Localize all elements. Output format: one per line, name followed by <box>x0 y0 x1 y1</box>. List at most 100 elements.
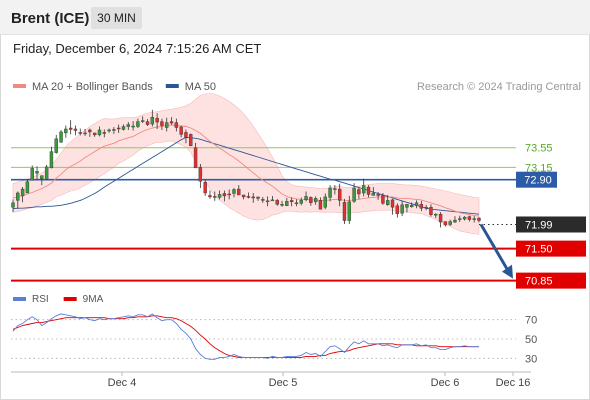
candle-body-67 <box>333 188 337 190</box>
candle-body-91 <box>448 221 452 225</box>
x-tick-label-1: Dec 5 <box>269 377 298 389</box>
candle-body-45 <box>227 193 231 196</box>
candle-body-92 <box>453 219 457 223</box>
candle-body-93 <box>458 218 462 220</box>
candle-body-80 <box>395 205 400 214</box>
candle-body-69 <box>342 202 347 221</box>
candle-body-60 <box>299 200 303 204</box>
candle-body-27 <box>141 120 145 122</box>
candle-body-49 <box>246 196 251 198</box>
candle-body-26 <box>136 121 140 127</box>
rsi-tick-30: 30 <box>525 353 537 365</box>
candle-body-96 <box>472 218 476 220</box>
candle-body-41 <box>208 195 212 198</box>
candle-body-35 <box>179 126 183 135</box>
candle-body-82 <box>405 204 409 208</box>
candle-body-11 <box>64 128 68 134</box>
candle-body-47 <box>237 188 241 196</box>
level-tag-71.50 <box>516 240 586 257</box>
candle-body-7 <box>44 166 49 180</box>
candle-body-38 <box>193 147 198 169</box>
x-tick-label-2: Dec 6 <box>431 377 460 389</box>
rsi-legend-swatch-1 <box>63 297 77 301</box>
candle-body-62 <box>309 197 313 204</box>
candle-body-53 <box>265 200 270 203</box>
candle-body-2 <box>20 188 25 197</box>
candle-body-79 <box>390 199 395 208</box>
candle-body-65 <box>323 196 327 208</box>
candle-body-68 <box>337 188 342 201</box>
candle-body-83 <box>410 205 414 207</box>
candle-body-15 <box>83 132 87 135</box>
candle-body-90 <box>443 221 448 226</box>
rsi-legend-label-1: 9MA <box>83 294 104 305</box>
candle-body-74 <box>366 186 371 195</box>
candle-body-42 <box>213 196 217 198</box>
candle-body-78 <box>386 200 390 206</box>
candle-body-76 <box>376 194 380 196</box>
candle-body-73 <box>362 185 366 194</box>
candle-body-87 <box>429 207 433 215</box>
candle-body-72 <box>357 189 361 195</box>
candle-body-55 <box>275 200 279 205</box>
candle-body-37 <box>189 134 193 146</box>
candle-body-44 <box>222 193 227 197</box>
candle-body-70 <box>347 201 351 221</box>
candle-body-28 <box>145 121 150 125</box>
candle-body-52 <box>261 199 265 201</box>
candle-body-77 <box>381 195 385 204</box>
bollinger-band <box>12 93 480 235</box>
legend-label-0: MA 20 + Bollinger Bands <box>32 81 153 93</box>
candle-body-97 <box>477 217 481 221</box>
candle-body-48 <box>241 194 246 198</box>
candle-body-66 <box>328 187 332 198</box>
candle-body-29 <box>150 116 155 125</box>
legend-label-1: MA 50 <box>185 81 216 93</box>
candle-body-23 <box>121 126 126 130</box>
candle-body-13 <box>73 128 78 131</box>
candle-body-30 <box>155 117 159 123</box>
candle-body-8 <box>49 151 54 169</box>
candle-body-63 <box>313 198 318 203</box>
candle-body-5 <box>35 171 39 174</box>
level-tag-72.90 <box>516 171 557 188</box>
level-label-71.99: 71.99 <box>525 219 553 231</box>
legend-swatch-1 <box>165 84 179 88</box>
candle-body-75 <box>371 192 376 196</box>
candle-body-59 <box>294 202 299 205</box>
level-label-72.90: 72.90 <box>524 175 552 187</box>
candle-body-54 <box>270 199 275 202</box>
candle-body-88 <box>434 213 438 216</box>
candle-body-89 <box>438 213 443 223</box>
candle-body-14 <box>78 132 82 134</box>
candle-body-24 <box>126 124 130 127</box>
candle-body-64 <box>318 200 323 210</box>
timeframe-button[interactable]: 30 MIN <box>91 7 142 29</box>
x-tick-label-3: Dec 16 <box>496 377 531 389</box>
level-tag-71.99 <box>516 216 586 233</box>
candle-body-40 <box>203 181 207 194</box>
datetime-label: Friday, December 6, 2024 7:15:26 AM CET <box>13 41 262 56</box>
rsi-tick-70: 70 <box>525 315 537 327</box>
candle-body-12 <box>68 127 73 130</box>
candle-body-4 <box>30 168 34 181</box>
level-tag-70.85 <box>516 272 586 289</box>
legend-swatch-0 <box>13 84 26 88</box>
level-label-71.50: 71.50 <box>525 244 553 256</box>
level-label-73.55: 73.55 <box>525 143 553 155</box>
candle-body-57 <box>285 201 289 206</box>
candle-body-84 <box>414 202 419 206</box>
ma20-line <box>12 124 480 217</box>
candle-body-39 <box>198 167 203 182</box>
candle-body-50 <box>251 196 255 199</box>
header-bar: Brent (ICE) 30 MIN <box>0 0 590 35</box>
instrument-title: Brent (ICE) <box>11 10 90 27</box>
level-label-73.15: 73.15 <box>525 162 553 174</box>
candle-body-61 <box>304 196 308 201</box>
candle-body-46 <box>232 189 236 194</box>
candle-body-16 <box>88 129 92 133</box>
ma50-line <box>12 136 480 215</box>
candle-body-58 <box>289 200 294 203</box>
candle-body-81 <box>400 204 404 214</box>
